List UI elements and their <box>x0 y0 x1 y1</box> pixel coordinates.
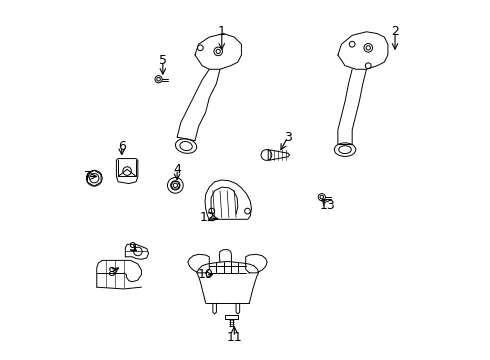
Text: 6: 6 <box>118 140 126 153</box>
Text: 12: 12 <box>199 211 216 224</box>
Text: 7: 7 <box>84 170 92 183</box>
Bar <box>225 315 238 319</box>
Text: 4: 4 <box>173 163 181 176</box>
Text: 13: 13 <box>319 198 335 212</box>
Text: 10: 10 <box>198 268 214 281</box>
Text: 3: 3 <box>284 131 292 144</box>
Text: 9: 9 <box>128 241 136 255</box>
Text: 8: 8 <box>107 266 115 279</box>
Text: 5: 5 <box>159 54 167 67</box>
Text: 11: 11 <box>226 331 242 344</box>
Text: 2: 2 <box>391 25 399 38</box>
Text: 1: 1 <box>218 25 226 38</box>
